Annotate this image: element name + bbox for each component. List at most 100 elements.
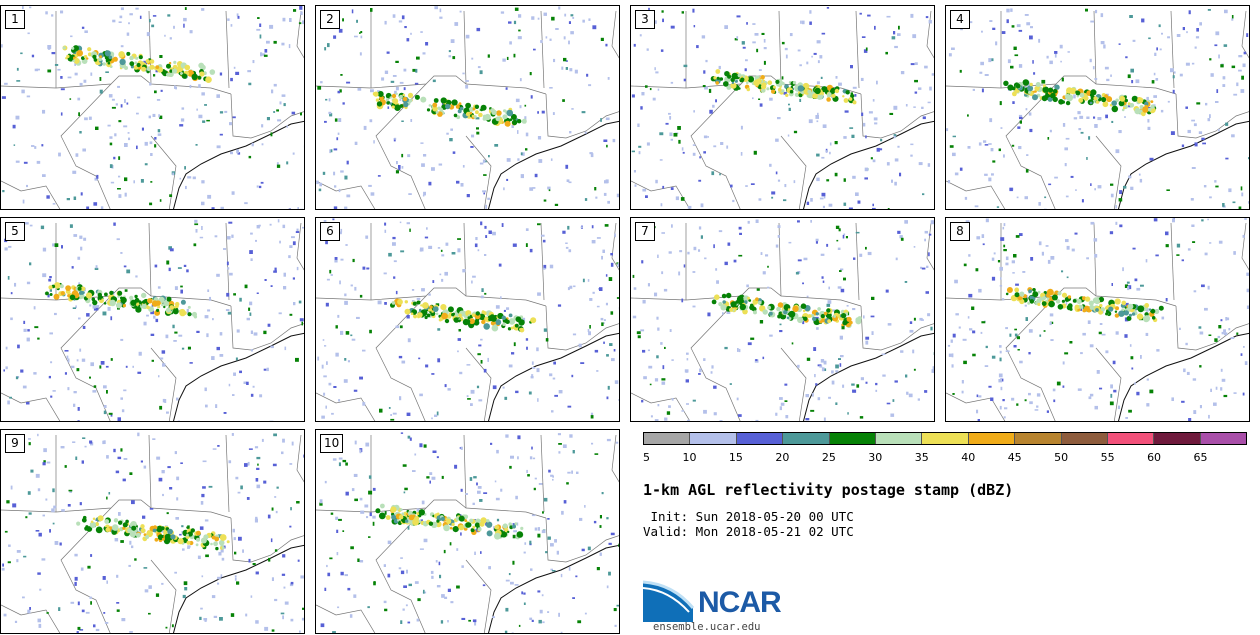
state-border bbox=[778, 222, 782, 297]
state-border bbox=[1095, 135, 1122, 209]
reflectivity-field bbox=[317, 218, 619, 421]
coastline bbox=[1118, 120, 1249, 209]
postage-stamp-panel: 8 bbox=[945, 217, 1250, 422]
reflectivity-field bbox=[316, 6, 619, 209]
colorbar-tick-label: 60 bbox=[1147, 451, 1162, 464]
state-border bbox=[946, 287, 1177, 307]
colorbar-tick-label: 10 bbox=[682, 451, 697, 464]
reflectivity-field bbox=[3, 219, 304, 421]
coastline bbox=[488, 120, 619, 209]
colorbar-tick-label: 55 bbox=[1100, 451, 1115, 464]
coastline bbox=[173, 544, 304, 633]
reflectivity-field bbox=[319, 432, 619, 633]
state-border bbox=[463, 222, 467, 297]
colorbar-tick-label: 15 bbox=[728, 451, 743, 464]
state-border bbox=[1095, 347, 1122, 421]
colorbar-segment bbox=[922, 433, 969, 444]
state-border bbox=[230, 305, 304, 351]
state-border bbox=[780, 347, 807, 421]
colorbar-tick-label: 50 bbox=[1054, 451, 1069, 464]
valid-time: Valid: Mon 2018-05-21 02 UTC bbox=[643, 524, 854, 539]
state-border bbox=[1241, 222, 1249, 271]
state-border bbox=[855, 222, 860, 301]
postage-stamp-panel: 3 bbox=[630, 5, 935, 210]
state-border bbox=[60, 83, 112, 209]
state-border bbox=[148, 10, 152, 85]
panel-number-label: 9 bbox=[5, 434, 25, 453]
state-border bbox=[860, 305, 934, 351]
state-border bbox=[375, 295, 427, 421]
colorbar-segment bbox=[829, 433, 876, 444]
postage-stamp-panel: 10 bbox=[315, 429, 620, 634]
state-border bbox=[465, 135, 492, 209]
panel-number-label: 4 bbox=[950, 10, 970, 29]
postage-stamp-panel: 4 bbox=[945, 5, 1250, 210]
state-border bbox=[316, 604, 376, 633]
map-background bbox=[1, 6, 304, 209]
colorbar-segment bbox=[1107, 433, 1155, 444]
colorbar-tick-label: 40 bbox=[961, 451, 976, 464]
state-border bbox=[631, 392, 691, 421]
reflectivity-field bbox=[632, 219, 934, 421]
postage-stamp-panel: 1 bbox=[0, 5, 305, 210]
state-border bbox=[316, 392, 376, 421]
map-background bbox=[316, 432, 619, 633]
colorbar-ticks: 5 10 15 20 25 30 35 40 45 50 55 60 65 bbox=[643, 451, 1247, 465]
state-border bbox=[1170, 10, 1175, 89]
state-border bbox=[780, 135, 807, 209]
postage-stamp-panel: 2 bbox=[315, 5, 620, 210]
state-border bbox=[1, 604, 61, 633]
state-border bbox=[540, 10, 545, 89]
state-border bbox=[690, 295, 742, 421]
map-background bbox=[631, 219, 934, 421]
state-border bbox=[316, 75, 547, 95]
map-background bbox=[316, 218, 619, 421]
state-border bbox=[1241, 10, 1249, 59]
init-time: Init: Sun 2018-05-20 00 UTC bbox=[643, 509, 854, 524]
state-border bbox=[465, 347, 492, 421]
reflectivity-field bbox=[1, 432, 304, 633]
state-border bbox=[860, 93, 934, 139]
state-border bbox=[1005, 295, 1057, 421]
colorbar-tick-label: 35 bbox=[914, 451, 929, 464]
colorbar-segment bbox=[1154, 433, 1201, 444]
state-border bbox=[690, 83, 742, 209]
ncar-logo-icon bbox=[643, 580, 695, 622]
state-border bbox=[463, 434, 467, 509]
figure-title: 1-km AGL reflectivity postage stamp (dBZ… bbox=[643, 481, 1014, 499]
panel-number-label: 10 bbox=[320, 434, 344, 453]
state-border bbox=[1170, 222, 1175, 301]
colorbar-tick-label: 5 bbox=[643, 451, 650, 464]
state-border bbox=[316, 180, 376, 209]
colorbar-tick-label: 45 bbox=[1007, 451, 1022, 464]
state-border bbox=[1005, 83, 1057, 209]
colorbar-tick-label: 30 bbox=[868, 451, 883, 464]
state-border bbox=[1, 287, 232, 307]
state-border bbox=[946, 180, 1006, 209]
state-border bbox=[463, 10, 467, 85]
colorbar-segment bbox=[1015, 433, 1062, 444]
colorbar-segment bbox=[875, 433, 923, 444]
state-border bbox=[1, 75, 232, 95]
panel-number-label: 1 bbox=[5, 10, 25, 29]
state-border bbox=[611, 434, 619, 483]
state-border bbox=[148, 222, 152, 297]
postage-stamp-panel: 7 bbox=[630, 217, 935, 422]
state-border bbox=[1175, 93, 1249, 139]
ensemble-url: ensemble.ucar.edu bbox=[653, 621, 761, 633]
state-border bbox=[855, 10, 860, 89]
state-border bbox=[1, 180, 61, 209]
map-background bbox=[946, 8, 1249, 209]
reflectivity-field bbox=[947, 218, 1249, 421]
colorbar-tick-label: 25 bbox=[821, 451, 836, 464]
state-border bbox=[296, 222, 304, 271]
panel-number-label: 6 bbox=[320, 222, 340, 241]
state-border bbox=[926, 10, 934, 59]
map-background bbox=[1, 219, 304, 421]
state-border bbox=[1093, 222, 1097, 297]
colorbar-segment bbox=[690, 433, 737, 444]
coastline bbox=[488, 332, 619, 421]
state-border bbox=[926, 222, 934, 271]
state-border bbox=[946, 75, 1177, 95]
state-border bbox=[225, 434, 230, 513]
